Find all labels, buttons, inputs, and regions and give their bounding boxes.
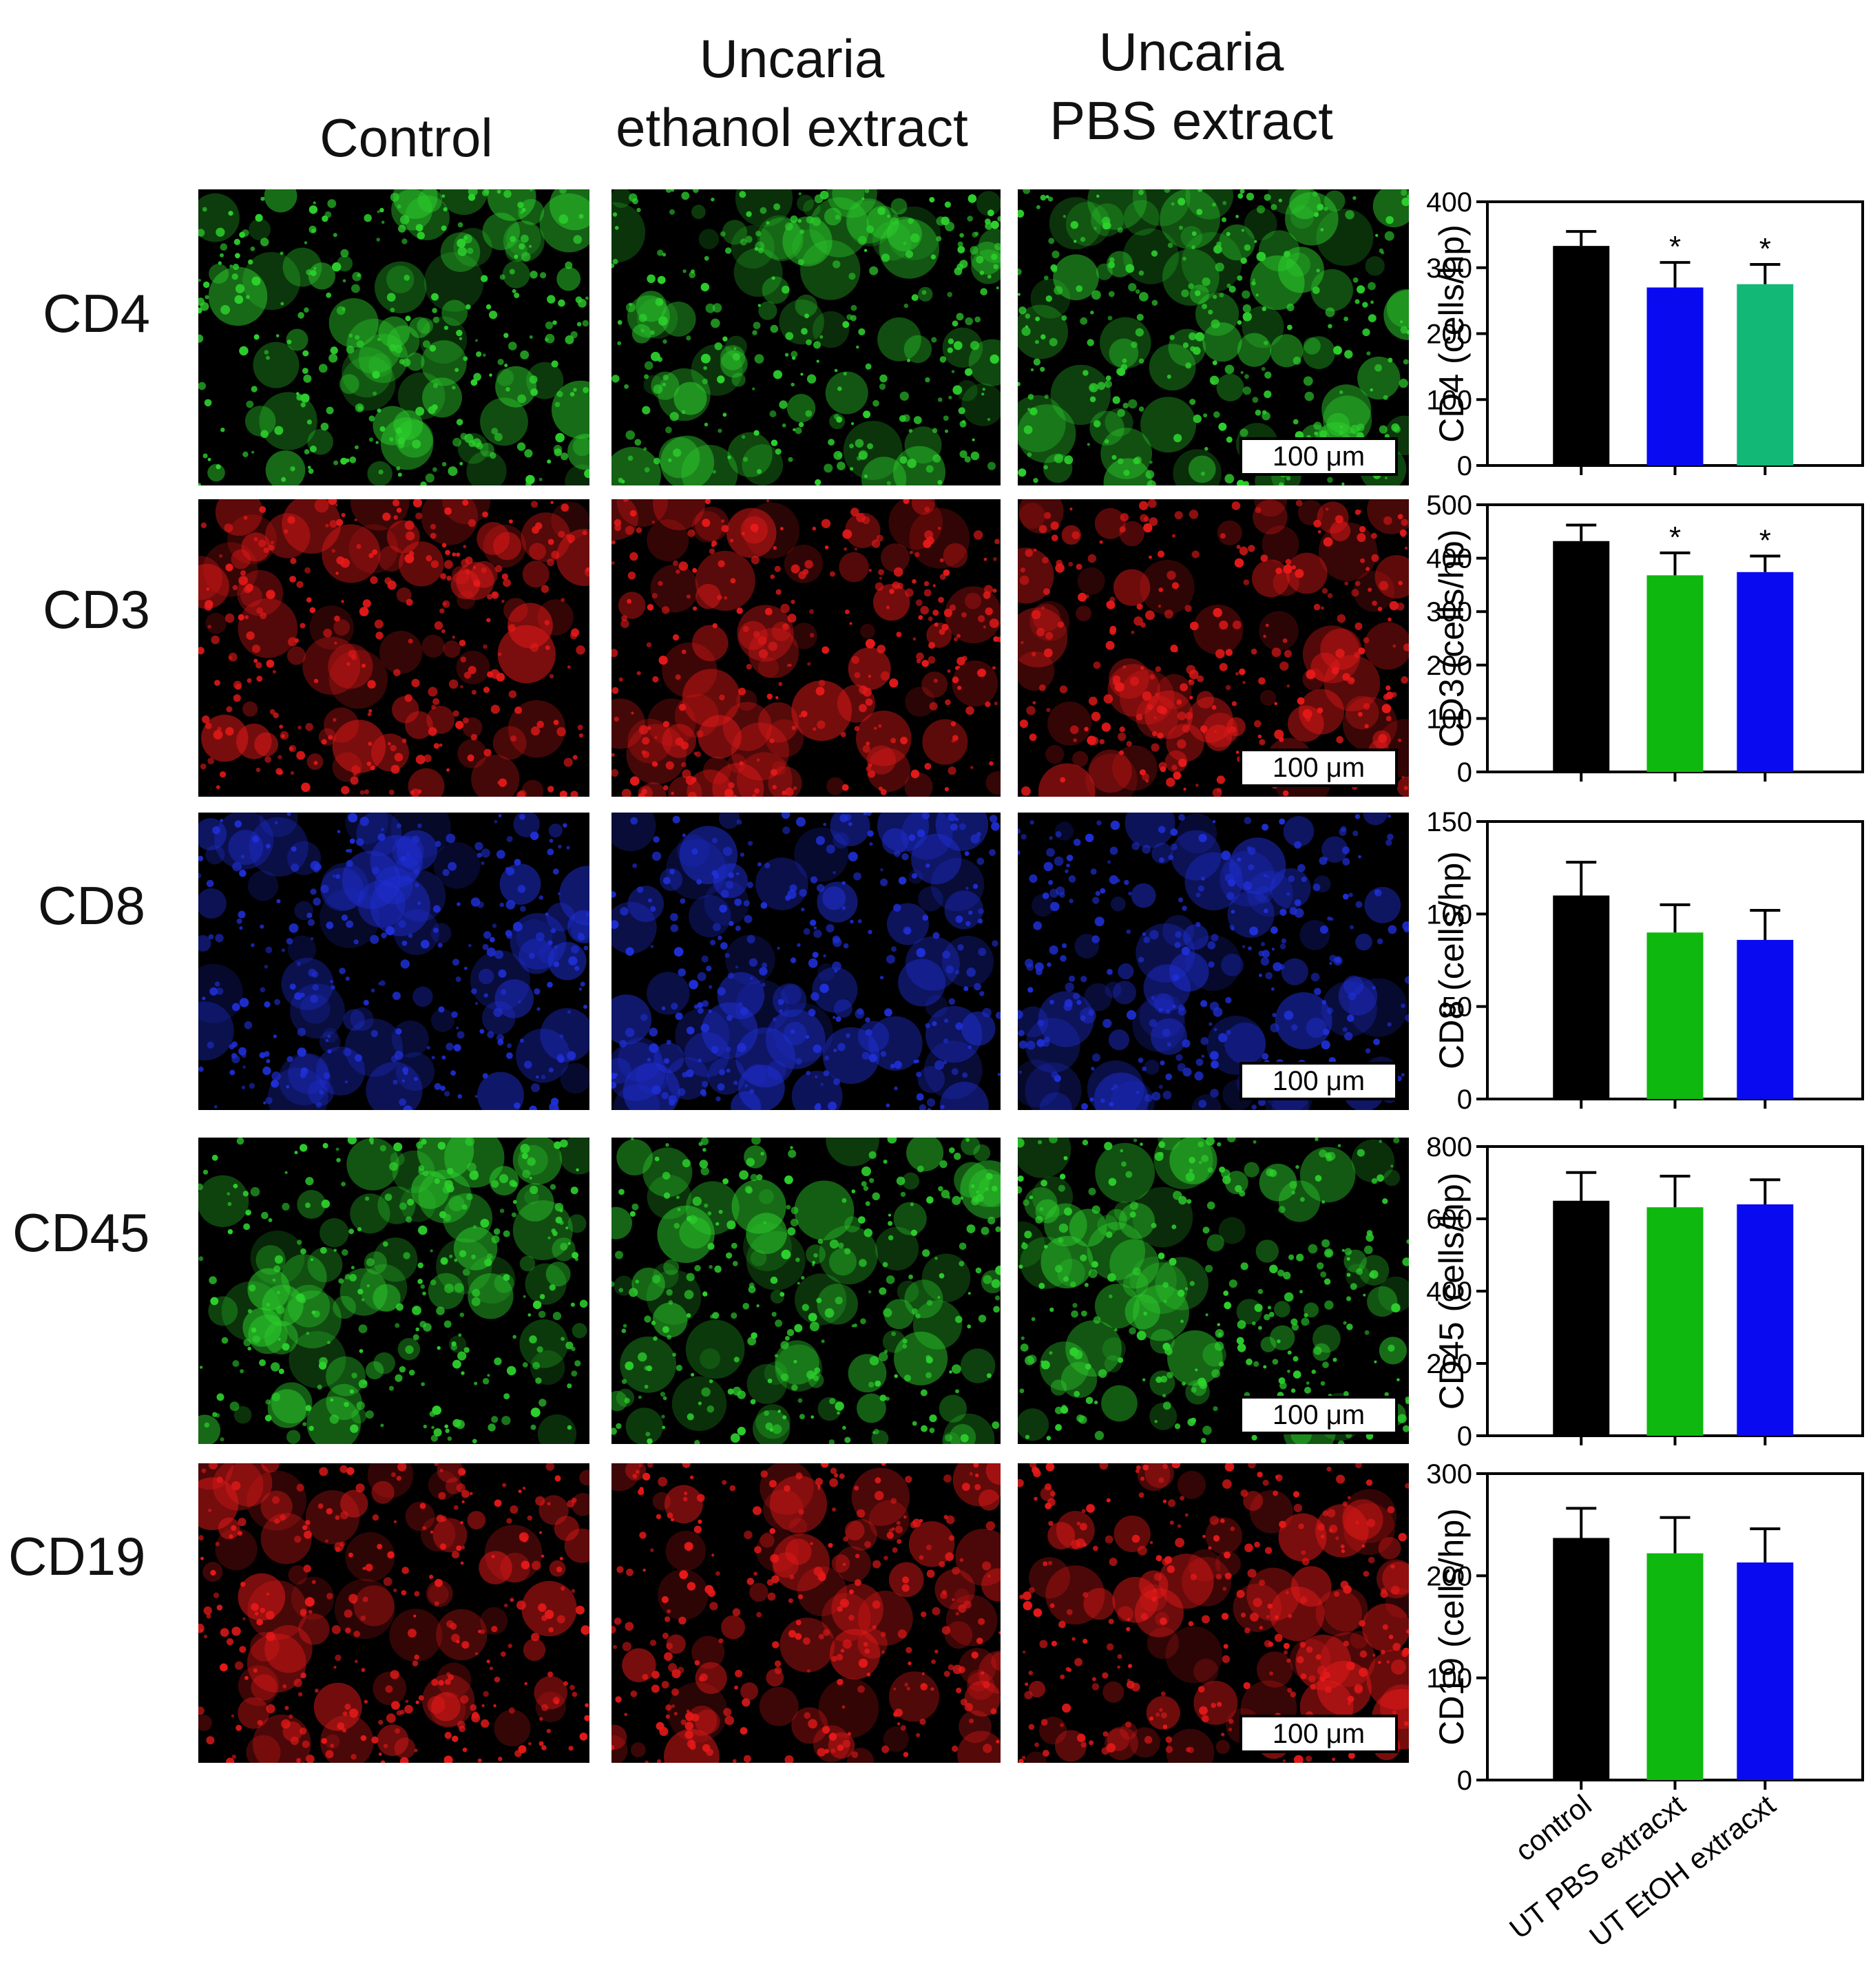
bar-ut-pbs-extracxt bbox=[1646, 1553, 1704, 1780]
micrograph-cd19-control bbox=[198, 1463, 589, 1763]
y-tick-label: 150 bbox=[1426, 807, 1472, 837]
y-tick-label: 200 bbox=[1426, 1561, 1472, 1591]
y-tick-label: 300 bbox=[1426, 253, 1472, 284]
y-tick-label: 400 bbox=[1426, 544, 1472, 574]
bar-ut-pbs-extracxt bbox=[1646, 932, 1704, 1099]
chart-1: 0 100 200 300 400 500 CD3 (cells/hp) * * bbox=[1426, 490, 1864, 788]
micrograph-cd45-ethanol bbox=[611, 1138, 1001, 1444]
bar-control bbox=[1553, 1200, 1610, 1436]
bar-ut-pbs-extracxt bbox=[1646, 575, 1704, 772]
micrograph-cd4-control bbox=[198, 189, 589, 485]
significance-marker: * bbox=[1669, 230, 1681, 264]
bar-control bbox=[1553, 246, 1610, 465]
micrograph-cd8-pbs: 100 μm bbox=[1018, 813, 1409, 1110]
micrograph-cd4-ethanol bbox=[611, 189, 1001, 485]
y-tick-label: 200 bbox=[1426, 320, 1472, 350]
significance-marker: * bbox=[1759, 232, 1771, 266]
y-tick-label: 400 bbox=[1426, 1277, 1472, 1307]
bar-ut-pbs-extracxt bbox=[1646, 287, 1704, 465]
scale-bar: 100 μm bbox=[1239, 749, 1398, 787]
scale-bar: 100 μm bbox=[1239, 1396, 1398, 1434]
micrograph-cd4-pbs: 100 μm bbox=[1018, 189, 1409, 485]
significance-marker: * bbox=[1759, 523, 1771, 557]
column-header-control: Control bbox=[320, 107, 493, 168]
y-tick-label: 50 bbox=[1442, 992, 1473, 1023]
micrograph-cd8-ethanol bbox=[611, 813, 1001, 1110]
bar-ut-etoh-extracxt bbox=[1737, 284, 1794, 465]
micrograph-cd45-control bbox=[198, 1138, 589, 1444]
micrograph-cd3-pbs: 100 μm bbox=[1018, 499, 1409, 797]
y-tick-label: 300 bbox=[1426, 1459, 1472, 1489]
row-label-cd45: CD45 bbox=[12, 1202, 150, 1263]
y-tick-label: 0 bbox=[1457, 1421, 1472, 1452]
y-tick-label: 800 bbox=[1426, 1132, 1472, 1162]
column-header-ethanol-extract: Uncaria ethanol extract bbox=[616, 28, 968, 158]
y-tick-label: 0 bbox=[1457, 1085, 1472, 1115]
row-label-cd8: CD8 bbox=[38, 875, 146, 936]
chart-2: 0 50 100 150 CD8 (cells/hp) bbox=[1426, 807, 1864, 1115]
bar-control bbox=[1553, 541, 1610, 772]
y-axis-label: CD4 (cells/hp) bbox=[1432, 224, 1471, 443]
micrograph-cd45-pbs: 100 μm bbox=[1018, 1138, 1409, 1444]
y-axis-label: CD19 (cells/hp) bbox=[1432, 1508, 1471, 1746]
scale-bar: 100 μm bbox=[1239, 1062, 1398, 1100]
bar-control bbox=[1553, 895, 1610, 1099]
chart-3: 0 200 400 600 800 CD45 (cells/hp) bbox=[1426, 1132, 1864, 1452]
row-label-cd19: CD19 bbox=[8, 1526, 146, 1587]
scale-bar: 100 μm bbox=[1239, 437, 1398, 476]
y-tick-label: 100 bbox=[1426, 899, 1472, 930]
micrograph-cd19-pbs: 100 μm bbox=[1018, 1463, 1409, 1763]
y-tick-label: 600 bbox=[1426, 1204, 1472, 1235]
micrograph-cd3-control bbox=[198, 499, 589, 797]
micrograph-cd8-control bbox=[198, 813, 589, 1110]
chart-0: 0 100 200 300 400 CD4 (cells/hp) * * bbox=[1426, 187, 1864, 481]
bar-ut-etoh-extracxt bbox=[1737, 572, 1794, 772]
y-tick-label: 400 bbox=[1426, 187, 1472, 218]
bar-ut-etoh-extracxt bbox=[1737, 939, 1794, 1099]
bar-control bbox=[1553, 1538, 1610, 1780]
micrograph-cd19-ethanol bbox=[611, 1463, 1001, 1763]
y-tick-label: 500 bbox=[1426, 490, 1472, 521]
y-tick-label: 300 bbox=[1426, 597, 1472, 627]
scale-bar: 100 μm bbox=[1239, 1715, 1398, 1753]
y-axis-label: CD45 (cells/hp) bbox=[1432, 1173, 1471, 1410]
y-tick-label: 100 bbox=[1426, 704, 1472, 734]
y-axis-label: CD8 (cells/hp) bbox=[1432, 851, 1471, 1069]
row-label-cd4: CD4 bbox=[43, 283, 151, 344]
row-label-cd3: CD3 bbox=[43, 579, 151, 640]
y-tick-label: 200 bbox=[1426, 1349, 1472, 1379]
bar-ut-etoh-extracxt bbox=[1737, 1562, 1794, 1780]
bar-ut-pbs-extracxt bbox=[1646, 1207, 1704, 1436]
y-tick-label: 0 bbox=[1457, 451, 1472, 481]
significance-marker: * bbox=[1669, 521, 1681, 554]
x-tick-label: control bbox=[1509, 1788, 1598, 1867]
y-tick-label: 100 bbox=[1426, 1664, 1472, 1694]
y-tick-label: 0 bbox=[1457, 757, 1472, 788]
y-tick-label: 100 bbox=[1426, 385, 1472, 415]
bar-ut-etoh-extracxt bbox=[1737, 1204, 1794, 1436]
micrograph-cd3-ethanol bbox=[611, 499, 1001, 797]
y-axis-label: CD3 (cells/hp) bbox=[1432, 530, 1471, 748]
y-tick-label: 0 bbox=[1457, 1766, 1472, 1796]
y-tick-label: 200 bbox=[1426, 651, 1472, 681]
column-header-pbs-extract: Uncaria PBS extract bbox=[1049, 21, 1333, 151]
